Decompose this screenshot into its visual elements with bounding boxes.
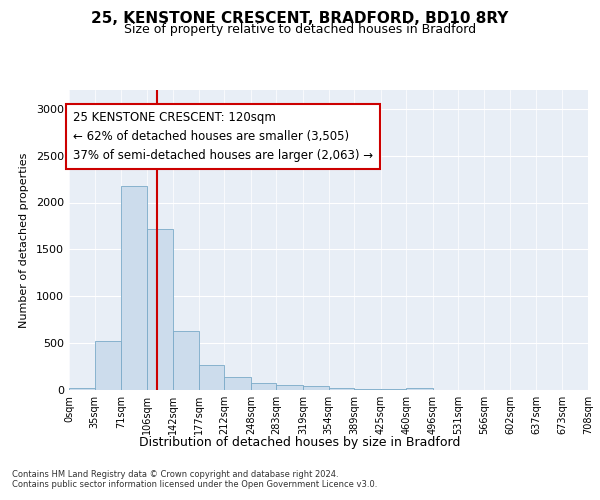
Bar xyxy=(121,186,147,390)
Bar xyxy=(251,382,277,390)
Bar xyxy=(277,385,303,390)
Bar xyxy=(406,388,433,390)
Bar xyxy=(147,229,173,390)
Bar xyxy=(69,388,95,390)
Text: 25 KENSTONE CRESCENT: 120sqm
← 62% of detached houses are smaller (3,505)
37% of: 25 KENSTONE CRESCENT: 120sqm ← 62% of de… xyxy=(73,110,373,162)
Bar xyxy=(199,364,224,390)
Bar xyxy=(303,386,329,390)
Y-axis label: Number of detached properties: Number of detached properties xyxy=(19,152,29,328)
Text: Contains HM Land Registry data © Crown copyright and database right 2024.: Contains HM Land Registry data © Crown c… xyxy=(12,470,338,479)
Bar xyxy=(380,389,406,390)
Bar xyxy=(95,341,121,390)
Text: Distribution of detached houses by size in Bradford: Distribution of detached houses by size … xyxy=(139,436,461,449)
Bar xyxy=(354,388,380,390)
Bar xyxy=(173,331,199,390)
Bar xyxy=(329,388,354,390)
Text: 25, KENSTONE CRESCENT, BRADFORD, BD10 8RY: 25, KENSTONE CRESCENT, BRADFORD, BD10 8R… xyxy=(91,11,509,26)
Bar xyxy=(224,377,251,390)
Text: Contains public sector information licensed under the Open Government Licence v3: Contains public sector information licen… xyxy=(12,480,377,489)
Text: Size of property relative to detached houses in Bradford: Size of property relative to detached ho… xyxy=(124,22,476,36)
